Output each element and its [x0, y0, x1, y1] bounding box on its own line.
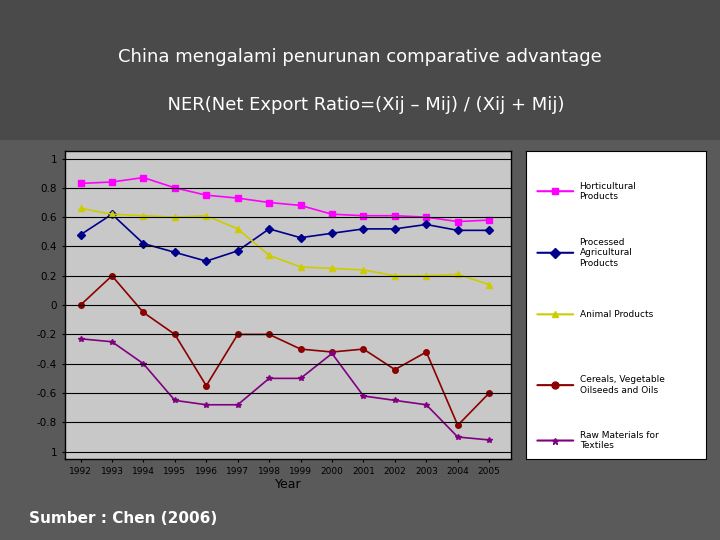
Horticultural
Products — [359, 212, 368, 219]
Animal Products — [202, 212, 210, 219]
Horticultural
Products — [454, 218, 462, 225]
Horticultural
Products — [422, 214, 431, 220]
Line: Animal Products: Animal Products — [78, 206, 492, 287]
Text: Cereals, Vegetable
Oilseeds and Oils: Cereals, Vegetable Oilseeds and Oils — [580, 375, 665, 395]
Cereals, Vegetable
Oilseeds and Oils — [76, 302, 85, 308]
Raw Materials for
Textiles — [139, 361, 148, 367]
Horticultural
Products — [171, 185, 179, 191]
Raw Materials for
Textiles — [485, 437, 493, 443]
X-axis label: Year: Year — [275, 478, 301, 491]
Cereals, Vegetable
Oilseeds and Oils — [265, 331, 274, 338]
Horticultural
Products — [265, 199, 274, 206]
Text: Animal Products: Animal Products — [580, 310, 653, 319]
Raw Materials for
Textiles — [171, 397, 179, 403]
Cereals, Vegetable
Oilseeds and Oils — [359, 346, 368, 352]
Processed
Agricultural
Products — [233, 248, 242, 254]
Cereals, Vegetable
Oilseeds and Oils — [422, 349, 431, 355]
Processed
Agricultural
Products — [422, 221, 431, 228]
Raw Materials for
Textiles — [454, 434, 462, 440]
Animal Products — [139, 212, 148, 219]
Processed
Agricultural
Products — [202, 258, 210, 265]
Animal Products — [390, 273, 399, 279]
Horticultural
Products — [328, 211, 336, 218]
Cereals, Vegetable
Oilseeds and Oils — [171, 331, 179, 338]
Animal Products — [296, 264, 305, 270]
Cereals, Vegetable
Oilseeds and Oils — [454, 422, 462, 429]
Raw Materials for
Textiles — [328, 350, 336, 357]
Processed
Agricultural
Products — [296, 234, 305, 241]
Text: Horticultural
Products: Horticultural Products — [580, 181, 636, 201]
Horticultural
Products — [139, 174, 148, 181]
Raw Materials for
Textiles — [390, 397, 399, 403]
Animal Products — [233, 226, 242, 232]
Line: Raw Materials for
Textiles: Raw Materials for Textiles — [78, 336, 492, 443]
Animal Products — [107, 211, 116, 218]
Processed
Agricultural
Products — [107, 211, 116, 218]
Animal Products — [171, 214, 179, 220]
Processed
Agricultural
Products — [139, 240, 148, 247]
Horticultural
Products — [76, 180, 85, 187]
Horticultural
Products — [107, 179, 116, 185]
Raw Materials for
Textiles — [265, 375, 274, 382]
Text: NER(Net Export Ratio=(Xij – Mij) / (Xij + Mij): NER(Net Export Ratio=(Xij – Mij) / (Xij … — [156, 96, 564, 114]
Line: Cereals, Vegetable
Oilseeds and Oils: Cereals, Vegetable Oilseeds and Oils — [78, 273, 492, 428]
Horticultural
Products — [296, 202, 305, 208]
Raw Materials for
Textiles — [296, 375, 305, 382]
Line: Processed
Agricultural
Products: Processed Agricultural Products — [78, 212, 492, 264]
Cereals, Vegetable
Oilseeds and Oils — [233, 331, 242, 338]
Horticultural
Products — [202, 192, 210, 198]
Cereals, Vegetable
Oilseeds and Oils — [328, 349, 336, 355]
Processed
Agricultural
Products — [76, 232, 85, 238]
Processed
Agricultural
Products — [485, 227, 493, 234]
Animal Products — [328, 265, 336, 272]
Processed
Agricultural
Products — [328, 230, 336, 237]
Cereals, Vegetable
Oilseeds and Oils — [107, 273, 116, 279]
Animal Products — [359, 267, 368, 273]
Horticultural
Products — [390, 212, 399, 219]
Raw Materials for
Textiles — [359, 393, 368, 399]
Cereals, Vegetable
Oilseeds and Oils — [139, 309, 148, 316]
Cereals, Vegetable
Oilseeds and Oils — [485, 390, 493, 396]
Raw Materials for
Textiles — [233, 402, 242, 408]
Horticultural
Products — [233, 195, 242, 201]
Raw Materials for
Textiles — [76, 335, 85, 342]
Cereals, Vegetable
Oilseeds and Oils — [202, 382, 210, 389]
Animal Products — [422, 273, 431, 279]
Raw Materials for
Textiles — [202, 402, 210, 408]
Animal Products — [454, 271, 462, 278]
Text: Processed
Agricultural
Products: Processed Agricultural Products — [580, 238, 632, 268]
Cereals, Vegetable
Oilseeds and Oils — [390, 366, 399, 373]
Line: Horticultural
Products: Horticultural Products — [78, 175, 492, 224]
Text: China mengalami penurunan comparative advantage: China mengalami penurunan comparative ad… — [118, 48, 602, 66]
Processed
Agricultural
Products — [171, 249, 179, 255]
Processed
Agricultural
Products — [390, 226, 399, 232]
Raw Materials for
Textiles — [107, 339, 116, 345]
Raw Materials for
Textiles — [422, 402, 431, 408]
Animal Products — [485, 281, 493, 288]
Cereals, Vegetable
Oilseeds and Oils — [296, 346, 305, 352]
Text: Raw Materials for
Textiles: Raw Materials for Textiles — [580, 431, 658, 450]
Processed
Agricultural
Products — [454, 227, 462, 234]
Processed
Agricultural
Products — [265, 226, 274, 232]
Text: Sumber : Chen (2006): Sumber : Chen (2006) — [29, 511, 217, 526]
Animal Products — [76, 205, 85, 212]
Processed
Agricultural
Products — [359, 226, 368, 232]
Animal Products — [265, 252, 274, 259]
Horticultural
Products — [485, 217, 493, 224]
